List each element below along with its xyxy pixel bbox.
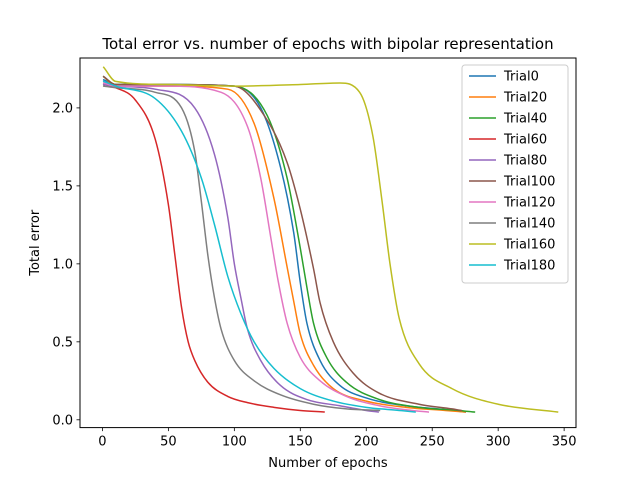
- x-tick-label: 100: [222, 435, 247, 450]
- x-tick-label: 200: [354, 435, 379, 450]
- y-tick-label: 1.5: [52, 179, 73, 194]
- x-tick-label: 350: [552, 435, 577, 450]
- y-tick-label: 0.0: [52, 413, 73, 428]
- series-line-trial60: [102, 83, 325, 413]
- x-tick-label: 0: [98, 435, 106, 450]
- ticks: 0 50 100 150 200 250 300 350 0.0 0.5 1.0 1.5 2.0: [52, 101, 576, 449]
- x-tick-label: 150: [288, 435, 313, 450]
- legend: Trial0 Trial20 Trial40 Trial60 Trial80 Trial1…: [461, 64, 569, 284]
- series-line-trial180: [102, 80, 416, 413]
- chart-title: Total error vs. number of epochs with bi…: [101, 35, 553, 53]
- series-line-trial160: [102, 66, 559, 413]
- x-tick-label: 250: [420, 435, 445, 450]
- y-axis-label: Total error: [28, 209, 43, 277]
- series-line-trial120: [102, 82, 430, 413]
- x-tick-label: 300: [486, 435, 511, 450]
- series-line-trial140: [102, 85, 381, 412]
- y-tick-label: 1.0: [52, 257, 73, 272]
- legend-label-trial40: Trial40: [503, 112, 547, 127]
- x-tick-label: 50: [160, 435, 177, 450]
- series-line-trial80: [102, 83, 379, 413]
- plot-area: [102, 66, 559, 413]
- axes-frame: [79, 57, 577, 429]
- y-tick-label: 0.5: [52, 335, 73, 350]
- x-axis-label: Number of epochs: [268, 456, 388, 471]
- legend-label-trial20: Trial20: [503, 91, 547, 106]
- legend-label-trial140: Trial140: [503, 217, 555, 232]
- legend-label-trial80: Trial80: [503, 154, 547, 169]
- y-tick-label: 2.0: [52, 101, 73, 116]
- legend-label-trial120: Trial120: [503, 196, 555, 211]
- legend-label-trial180: Trial180: [503, 259, 555, 274]
- legend-box: [461, 64, 569, 284]
- legend-label-trial0: Trial0: [503, 70, 539, 85]
- legend-label-trial60: Trial60: [503, 133, 547, 148]
- legend-label-trial100: Trial100: [503, 175, 555, 190]
- legend-label-trial160: Trial160: [503, 238, 555, 253]
